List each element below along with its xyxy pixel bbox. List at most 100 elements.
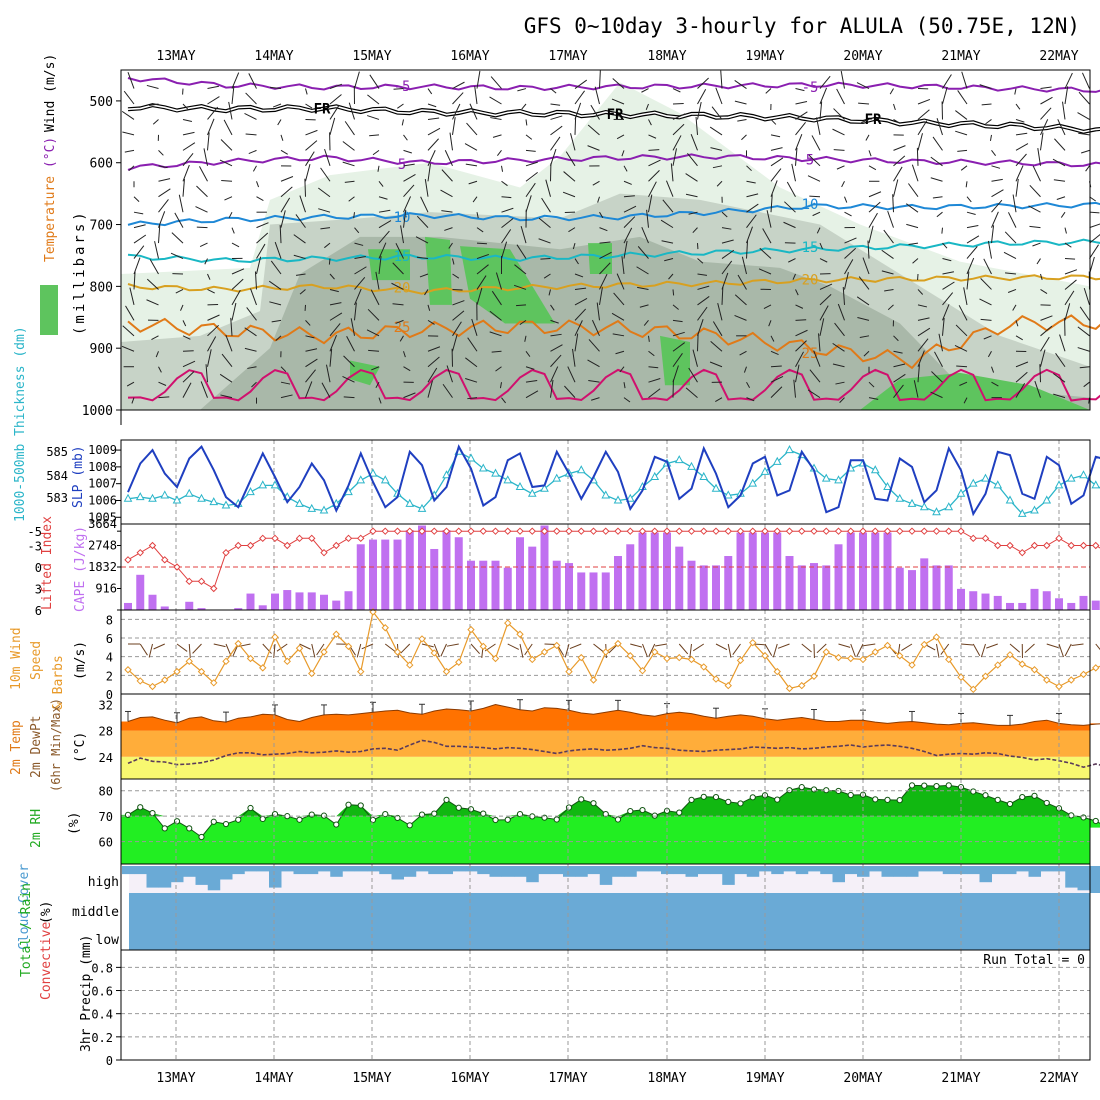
wind-barb — [280, 210, 286, 228]
wind-barb — [1053, 373, 1066, 383]
wind-barb — [280, 394, 293, 399]
thickness-marker — [135, 492, 145, 501]
cloud-high-bar — [514, 866, 527, 877]
wind-barb — [1053, 393, 1066, 399]
wind-barb — [692, 349, 698, 367]
wind-barb — [770, 375, 784, 383]
wind-barb — [424, 178, 429, 197]
rh2m-marker — [259, 815, 266, 823]
wind-marker — [295, 644, 304, 652]
cloud-high-bar — [697, 866, 711, 875]
wind-barb — [812, 211, 821, 217]
cloud-level-label: high — [88, 875, 119, 890]
wind-barb — [599, 273, 608, 290]
wind-barb — [476, 70, 481, 89]
wind-barb — [1040, 325, 1053, 337]
thickness-tick-label: 585 — [46, 445, 68, 459]
precip-tick-label: 0.2 — [91, 1031, 113, 1045]
wind-barb — [231, 268, 245, 275]
wind-barb — [599, 227, 608, 232]
li-marker — [602, 527, 610, 535]
wind-barb — [930, 156, 943, 167]
wind-barb — [342, 141, 355, 151]
cloud-high-bar — [305, 866, 319, 875]
cape-bar — [601, 572, 610, 610]
upper-air-layer: 500 600 700 800 900 1000 -5 -5 FR FR FR 5 5 10 10 15 15 2… — [82, 69, 1100, 425]
wind-barb — [122, 325, 135, 337]
wind-barb — [427, 380, 433, 398]
wind-barb — [623, 216, 636, 228]
wind-barb — [940, 643, 950, 655]
wind-barb — [133, 257, 141, 275]
wind-barb — [966, 271, 970, 290]
wind-barb — [917, 350, 925, 367]
cloud-high-bar — [893, 866, 907, 877]
wind-barb — [587, 359, 600, 368]
thickness-marker — [699, 471, 709, 480]
wind-marker — [344, 642, 353, 651]
wind-barb — [746, 214, 757, 228]
li-marker — [638, 527, 647, 535]
cape-bar — [283, 590, 292, 610]
li-marker — [1030, 541, 1039, 550]
wind-barb — [256, 256, 262, 275]
wind-barb — [795, 340, 807, 352]
wind-barb — [354, 288, 362, 306]
wind-marker — [1079, 670, 1088, 679]
rh2m-marker — [627, 807, 634, 815]
wind-barb — [375, 271, 380, 290]
wind-barb — [1064, 290, 1075, 306]
cloud-high-bar — [1053, 866, 1066, 872]
wind-barb — [280, 366, 287, 373]
wind-barb — [501, 196, 512, 199]
li-marker — [994, 541, 1002, 550]
cape-bar — [185, 601, 194, 610]
li-marker — [749, 527, 757, 535]
cloud-label-2: (%) — [39, 901, 54, 924]
rh2m-marker — [210, 818, 217, 825]
wind-barb — [452, 300, 465, 306]
li-marker — [687, 527, 696, 535]
wind-barb — [490, 76, 502, 89]
thickness-marker — [417, 503, 427, 512]
wind-barb — [272, 103, 282, 108]
thickness-marker — [711, 483, 721, 492]
cape-bar — [626, 544, 635, 610]
wind-barb — [427, 150, 436, 167]
wind-barb — [427, 319, 435, 325]
cloud-high-bar — [636, 866, 649, 872]
wind-barb — [901, 643, 913, 651]
slp-tick-label: 1007 — [88, 477, 117, 491]
wind-barb — [416, 256, 429, 260]
cloud-high-bar — [1004, 866, 1017, 875]
wind-barb — [231, 242, 240, 248]
isotherm-line — [127, 238, 1100, 264]
wind-barb — [942, 86, 948, 105]
rh2m-marker — [994, 796, 1001, 803]
wind-barb — [182, 360, 196, 368]
wind-barb — [648, 159, 661, 167]
li-marker — [283, 541, 291, 550]
thickness-marker — [748, 478, 758, 487]
wind-barb — [403, 174, 416, 182]
cape-bar — [393, 539, 402, 610]
wind-barb — [567, 366, 576, 383]
wind-barb — [838, 643, 851, 648]
wind-barb — [942, 242, 948, 249]
wind-barb — [623, 165, 628, 172]
cape-bar — [687, 560, 696, 610]
wind-barb — [672, 319, 683, 323]
wind-barb — [664, 258, 674, 262]
wind-barb — [476, 275, 487, 290]
wind-barb — [621, 256, 625, 275]
wind-barb — [770, 119, 777, 125]
cape-bar — [1030, 588, 1039, 610]
li-marker — [479, 527, 487, 535]
rh2m-marker — [1031, 792, 1038, 799]
wind-barb — [231, 86, 235, 105]
wind-marker — [308, 669, 316, 678]
wind-barb — [377, 165, 380, 172]
wind-barb — [244, 113, 257, 120]
slp-tick-label: 1006 — [88, 493, 117, 507]
wind-barb — [220, 394, 233, 399]
